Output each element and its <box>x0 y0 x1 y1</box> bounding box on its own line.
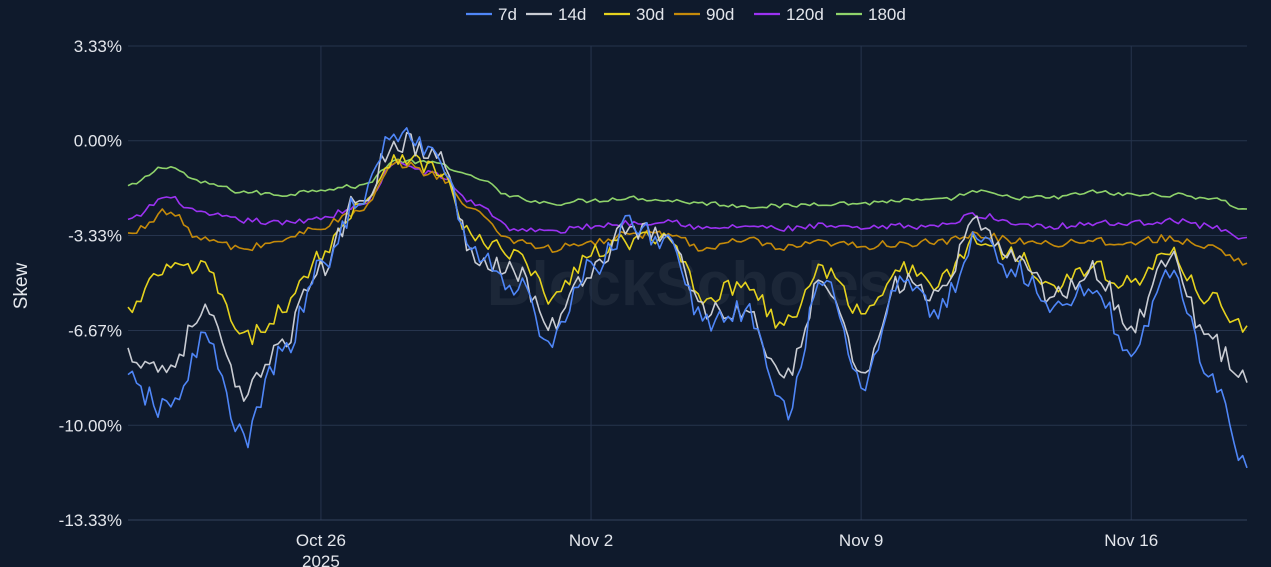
legend-label: 90d <box>706 5 734 24</box>
legend[interactable]: 7d 14d 30d 90d 120d 180d <box>466 5 906 24</box>
y-axis-title: Skew <box>11 262 32 309</box>
legend-label: 180d <box>868 5 906 24</box>
x-tick-sublabel: 2025 <box>302 552 340 567</box>
series-line-90d <box>127 159 1248 266</box>
legend-item-90d[interactable]: 90d <box>674 5 734 24</box>
y-tick-label: -13.33% <box>59 511 122 530</box>
x-tick-label: Nov 2 <box>569 531 613 550</box>
legend-item-30d[interactable]: 30d <box>604 5 664 24</box>
legend-item-120d[interactable]: 120d <box>754 5 824 24</box>
series-line-120d <box>127 160 1248 240</box>
legend-label: 30d <box>636 5 664 24</box>
y-axis-ticks: 3.33% 0.00% -3.33% -6.67% -10.00% -13.33% <box>59 37 122 530</box>
x-axis-ticks: Oct 26 2025 Nov 2 Nov 9 Nov 16 <box>296 531 1158 567</box>
x-tick-label: Nov 9 <box>839 531 883 550</box>
legend-label: 14d <box>558 5 586 24</box>
series-line-180d <box>127 158 1248 210</box>
y-tick-label: -10.00% <box>59 416 122 435</box>
y-tick-label: 0.00% <box>74 132 122 151</box>
watermark-text: BlockScholes <box>487 250 894 319</box>
series-lines <box>127 127 1248 469</box>
series-line-7d <box>127 127 1248 469</box>
legend-item-7d[interactable]: 7d <box>466 5 517 24</box>
y-tick-label: 3.33% <box>74 37 122 56</box>
grid-lines <box>128 45 1247 521</box>
x-tick-label: Oct 26 <box>296 531 346 550</box>
series-line-14d <box>127 132 1248 402</box>
legend-label: 7d <box>498 5 517 24</box>
series-line-30d <box>127 153 1248 346</box>
x-tick-label: Nov 16 <box>1104 531 1158 550</box>
legend-item-180d[interactable]: 180d <box>836 5 906 24</box>
legend-label: 120d <box>786 5 824 24</box>
y-tick-label: -6.67% <box>68 322 122 341</box>
y-tick-label: -3.33% <box>68 226 122 245</box>
legend-item-14d[interactable]: 14d <box>526 5 586 24</box>
